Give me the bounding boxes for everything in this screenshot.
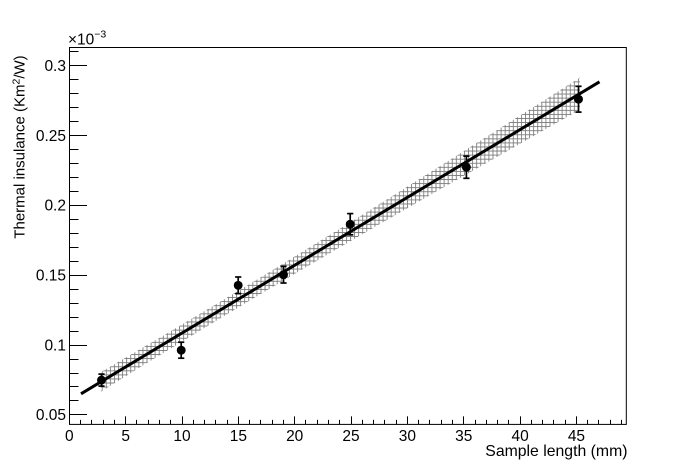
- svg-text:30: 30: [399, 428, 417, 445]
- svg-text:45: 45: [568, 428, 585, 445]
- svg-text:40: 40: [511, 428, 529, 445]
- svg-text:0.05: 0.05: [36, 407, 66, 424]
- svg-text:Thermal insulance (Km2/W): Thermal insulance (Km2/W): [11, 55, 29, 238]
- svg-text:35: 35: [455, 428, 472, 445]
- svg-text:0.15: 0.15: [36, 267, 66, 284]
- svg-text:Sample length (mm): Sample length (mm): [485, 443, 627, 460]
- svg-text:0.25: 0.25: [36, 128, 66, 145]
- svg-text:10: 10: [173, 428, 191, 445]
- svg-text:25: 25: [342, 428, 359, 445]
- svg-text:0.1: 0.1: [44, 337, 66, 354]
- svg-text:0: 0: [65, 428, 74, 445]
- svg-text:0.2: 0.2: [44, 198, 66, 215]
- svg-text:5: 5: [121, 428, 130, 445]
- svg-text:20: 20: [286, 428, 304, 445]
- svg-text:15: 15: [230, 428, 247, 445]
- svg-text:0.3: 0.3: [44, 58, 66, 75]
